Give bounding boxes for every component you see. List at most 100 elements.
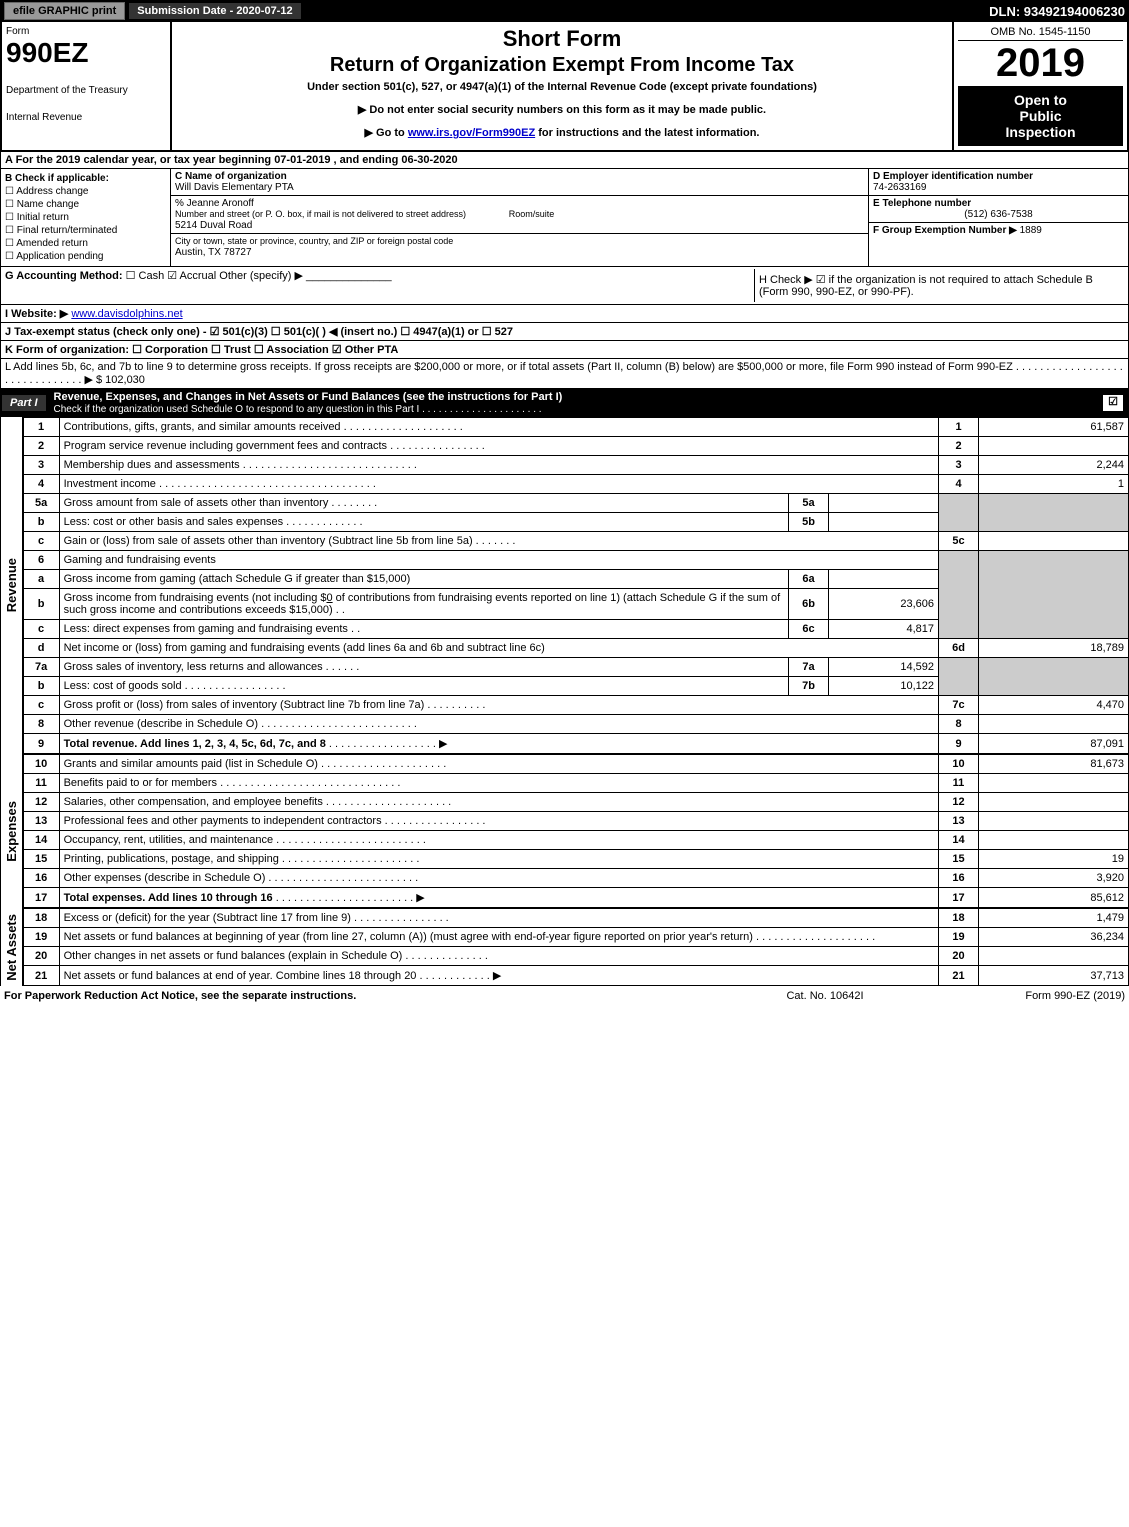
- top-bar: efile GRAPHIC print Submission Date - 20…: [0, 0, 1129, 22]
- l5c-num: c: [23, 532, 59, 551]
- l15-desc: Printing, publications, postage, and shi…: [59, 850, 938, 869]
- g-options[interactable]: ☐ Cash ☑ Accrual Other (specify) ▶: [126, 270, 303, 282]
- dln: DLN: 93492194006230: [989, 4, 1125, 19]
- l5b-sv: [829, 513, 939, 532]
- e-label: E Telephone number: [873, 198, 971, 209]
- l4-desc: Investment income . . . . . . . . . . . …: [59, 475, 938, 494]
- header-left: Form 990EZ Department of the Treasury In…: [2, 22, 172, 150]
- l9-desc: Total revenue. Add lines 1, 2, 3, 4, 5c,…: [59, 734, 938, 754]
- part1-checkbox[interactable]: ☑: [1103, 395, 1123, 411]
- l1-r: 1: [939, 418, 979, 437]
- l6-desc: Gaming and fundraising events: [59, 551, 938, 570]
- l11-desc: Benefits paid to or for members . . . . …: [59, 774, 938, 793]
- l13-num: 13: [23, 812, 59, 831]
- l2-desc: Program service revenue including govern…: [59, 437, 938, 456]
- l5c-v: [979, 532, 1129, 551]
- l5a-shade: [939, 494, 979, 532]
- l10-desc: Grants and similar amounts paid (list in…: [59, 755, 938, 774]
- line-8: 8Other revenue (describe in Schedule O) …: [23, 715, 1128, 734]
- care-of: % Jeanne Aronoff: [175, 198, 254, 209]
- l8-v: [979, 715, 1129, 734]
- l18-r: 18: [939, 909, 979, 928]
- open-l3: Inspection: [964, 124, 1117, 140]
- l18-desc: Excess or (deficit) for the year (Subtra…: [59, 909, 938, 928]
- row-a-tax-year: A For the 2019 calendar year, or tax yea…: [0, 152, 1129, 169]
- l19-r: 19: [939, 928, 979, 947]
- l3-desc: Membership dues and assessments . . . . …: [59, 456, 938, 475]
- l18-num: 18: [23, 909, 59, 928]
- l6-num: 6: [23, 551, 59, 570]
- c-city-block: City or town, state or province, country…: [171, 234, 868, 260]
- rows-g-to-l: G Accounting Method: ☐ Cash ☑ Accrual Ot…: [0, 267, 1129, 389]
- row-j-tax-exempt: J Tax-exempt status (check only one) - ☑…: [1, 323, 1128, 341]
- l4-num: 4: [23, 475, 59, 494]
- line-1: 1Contributions, gifts, grants, and simil…: [23, 418, 1128, 437]
- l2-r: 2: [939, 437, 979, 456]
- j-text[interactable]: J Tax-exempt status (check only one) - ☑…: [5, 326, 513, 338]
- irs-link[interactable]: www.irs.gov/Form990EZ: [408, 127, 535, 139]
- l20-v: [979, 947, 1129, 966]
- street-address: 5214 Duval Road: [175, 220, 252, 231]
- line-17: 17Total expenses. Add lines 10 through 1…: [23, 888, 1128, 908]
- open-l2: Public: [964, 108, 1117, 124]
- l5a-sl: 5a: [789, 494, 829, 513]
- h-text2: (Form 990, 990-EZ, or 990-PF).: [759, 286, 1120, 298]
- line-21: 21Net assets or fund balances at end of …: [23, 966, 1128, 986]
- l13-r: 13: [939, 812, 979, 831]
- part1-tag: Part I: [2, 395, 46, 411]
- h-schedule-b: H Check ▶ ☑ if the organization is not r…: [754, 269, 1124, 302]
- website-link[interactable]: www.davisdolphins.net: [71, 308, 182, 320]
- instruct-ssn: ▶ Do not enter social security numbers o…: [176, 103, 948, 116]
- l7a-sv: 14,592: [829, 658, 939, 677]
- l6d-r: 6d: [939, 639, 979, 658]
- g-label: G Accounting Method:: [5, 270, 123, 282]
- l7a-desc: Gross sales of inventory, less returns a…: [59, 658, 788, 677]
- line-5a: 5aGross amount from sale of assets other…: [23, 494, 1128, 513]
- goto-pre: ▶ Go to: [365, 127, 408, 139]
- l16-desc: Other expenses (describe in Schedule O) …: [59, 869, 938, 888]
- l13-desc: Professional fees and other payments to …: [59, 812, 938, 831]
- l11-r: 11: [939, 774, 979, 793]
- page-footer: For Paperwork Reduction Act Notice, see …: [0, 986, 1129, 1006]
- f-label: F Group Exemption Number ▶: [873, 225, 1017, 236]
- form-word: Form: [6, 26, 166, 37]
- l15-num: 15: [23, 850, 59, 869]
- chk-address-change[interactable]: ☐ Address change: [5, 186, 166, 197]
- efile-print-button[interactable]: efile GRAPHIC print: [4, 2, 125, 20]
- h-text1: H Check ▶ ☑ if the organization is not r…: [759, 273, 1120, 286]
- chk-initial-return[interactable]: ☐ Initial return: [5, 212, 166, 223]
- l6b-sv: 23,606: [829, 589, 939, 620]
- l9-r: 9: [939, 734, 979, 754]
- l13-v: [979, 812, 1129, 831]
- netassets-side: Net Assets: [1, 908, 23, 986]
- l4-v: 1: [979, 475, 1129, 494]
- l1-num: 1: [23, 418, 59, 437]
- k-text[interactable]: K Form of organization: ☐ Corporation ☐ …: [5, 344, 398, 356]
- footer-formid: Form 990-EZ (2019): [925, 990, 1125, 1002]
- row-k-org-form: K Form of organization: ☐ Corporation ☐ …: [1, 341, 1128, 359]
- l12-desc: Salaries, other compensation, and employ…: [59, 793, 938, 812]
- g-accounting: G Accounting Method: ☐ Cash ☑ Accrual Ot…: [5, 269, 754, 302]
- row-l-gross-receipts: L Add lines 5b, 6c, and 7b to line 9 to …: [1, 359, 1128, 388]
- subtitle: Under section 501(c), 527, or 4947(a)(1)…: [176, 81, 948, 93]
- revenue-side: Revenue: [1, 417, 23, 754]
- l8-desc: Other revenue (describe in Schedule O) .…: [59, 715, 938, 734]
- chk-application-pending[interactable]: ☐ Application pending: [5, 251, 166, 262]
- l7b-sl: 7b: [789, 677, 829, 696]
- l21-num: 21: [23, 966, 59, 986]
- street-label: Number and street (or P. O. box, if mail…: [175, 209, 466, 219]
- l16-num: 16: [23, 869, 59, 888]
- l6c-desc: Less: direct expenses from gaming and fu…: [59, 620, 788, 639]
- l11-num: 11: [23, 774, 59, 793]
- chk-name-change[interactable]: ☐ Name change: [5, 199, 166, 210]
- l6a-num: a: [23, 570, 59, 589]
- line-10: 10Grants and similar amounts paid (list …: [23, 755, 1128, 774]
- l7c-desc: Gross profit or (loss) from sales of inv…: [59, 696, 938, 715]
- part1-title-text: Revenue, Expenses, and Changes in Net As…: [54, 391, 563, 403]
- line-5c: cGain or (loss) from sale of assets othe…: [23, 532, 1128, 551]
- chk-final-return[interactable]: ☐ Final return/terminated: [5, 225, 166, 236]
- line-20: 20Other changes in net assets or fund ba…: [23, 947, 1128, 966]
- chk-amended-return[interactable]: ☐ Amended return: [5, 238, 166, 249]
- footer-paperwork: For Paperwork Reduction Act Notice, see …: [4, 990, 725, 1002]
- l19-num: 19: [23, 928, 59, 947]
